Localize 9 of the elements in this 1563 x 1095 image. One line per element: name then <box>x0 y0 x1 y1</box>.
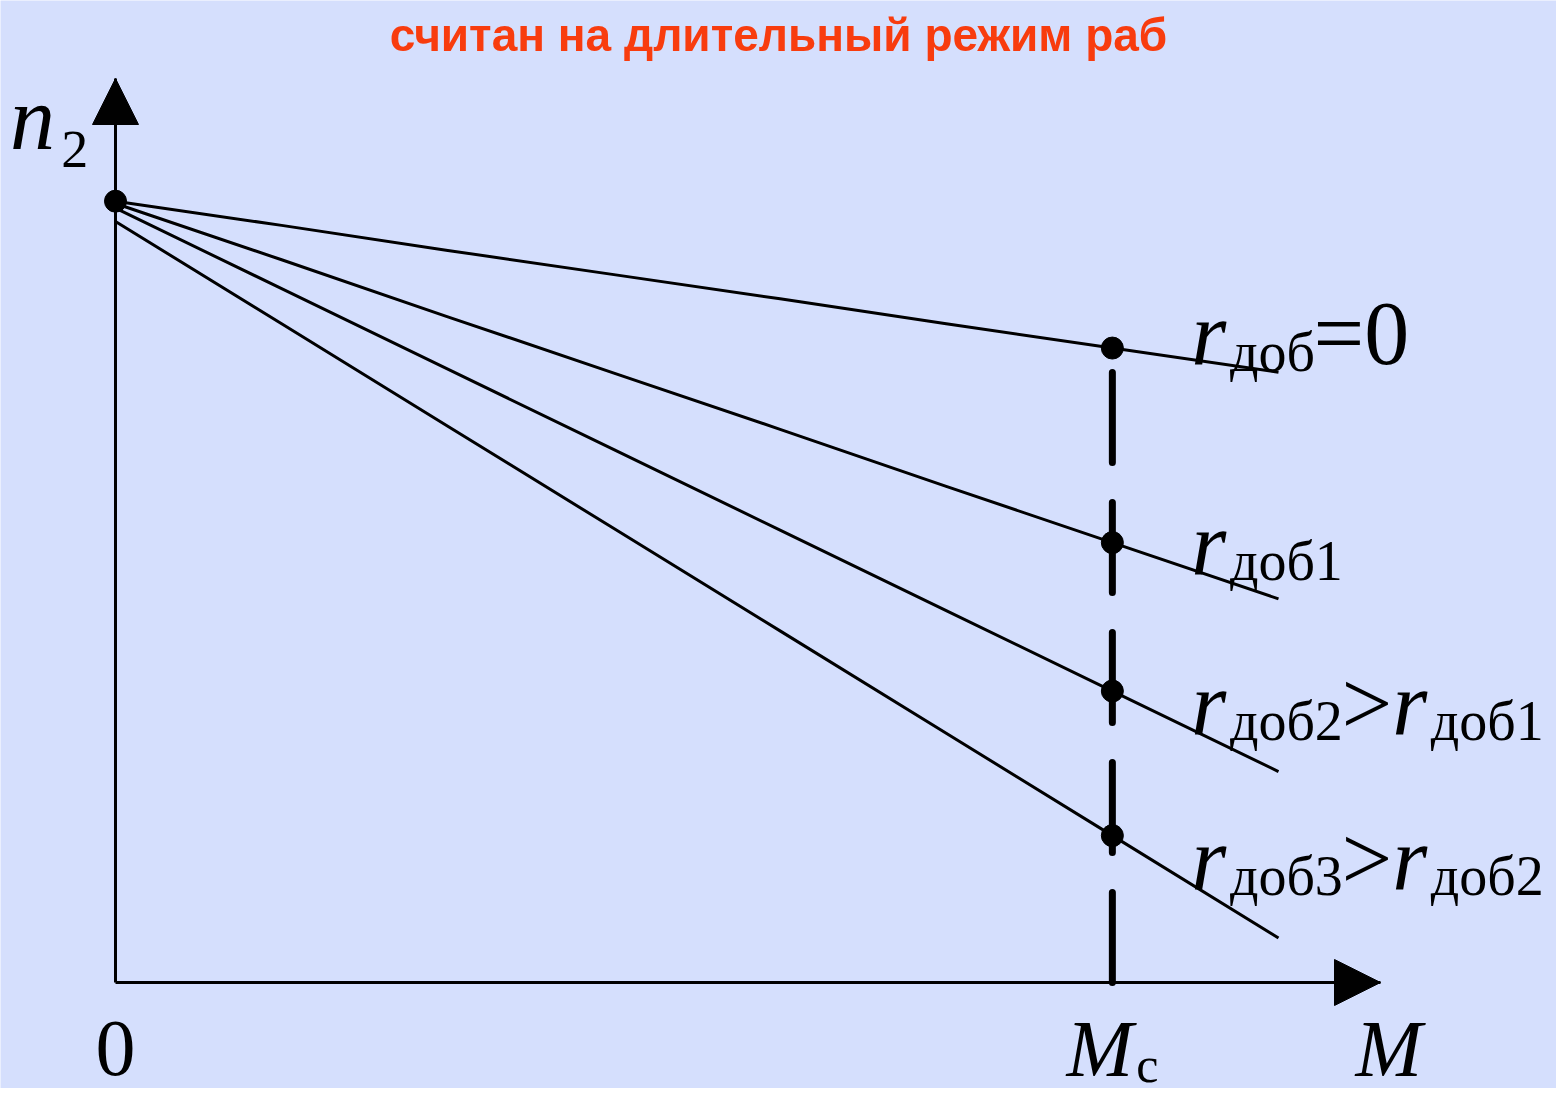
x-axis-title: M <box>1354 1004 1427 1093</box>
series-label: rдоб3>rдоб2 <box>1191 808 1544 908</box>
series-label: rдоб2>rдоб1 <box>1191 653 1544 753</box>
series-label: rдоб1 <box>1191 493 1343 593</box>
x-tick-label: 0 <box>95 1004 136 1092</box>
series-label: rдоб=0 <box>1191 284 1410 384</box>
x-tick-label: Mс <box>1065 1004 1159 1093</box>
y-axis-title: n₂ <box>10 69 91 168</box>
chart-title: считан на длительный режим раб <box>389 8 1168 61</box>
